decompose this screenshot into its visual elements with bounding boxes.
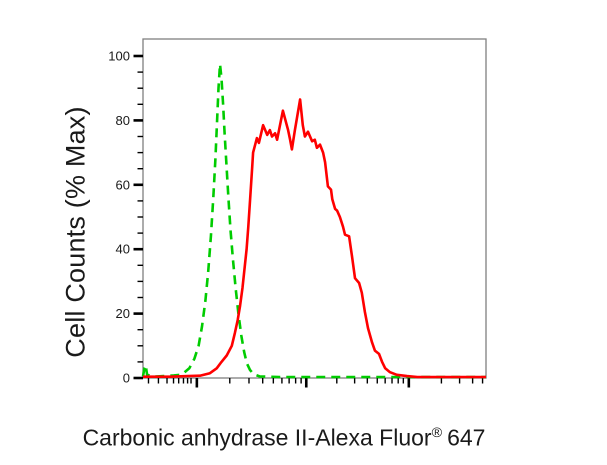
x-axis-title-text: Carbonic anhydrase II-Alexa Fluor [82,424,432,451]
x-axis-title-suffix: 647 [447,424,486,451]
y-axis-tick-label: 40 [116,242,130,257]
y-axis-tick-label: 20 [116,306,130,321]
plot-frame [142,38,487,379]
x-axis-title: Carbonic anhydrase II-Alexa Fluor® 647 [83,425,486,452]
y-axis-title: Cell Counts (% Max) [60,106,91,358]
y-axis-tick-label: 80 [116,113,130,128]
control-curve [141,62,486,379]
y-axis-tick-label: 0 [123,371,130,386]
y-axis-tick-label: 60 [116,177,130,192]
y-axis-tick-label: 100 [108,49,130,64]
registered-trademark-symbol: ® [431,424,443,441]
sample-curve [143,98,486,379]
